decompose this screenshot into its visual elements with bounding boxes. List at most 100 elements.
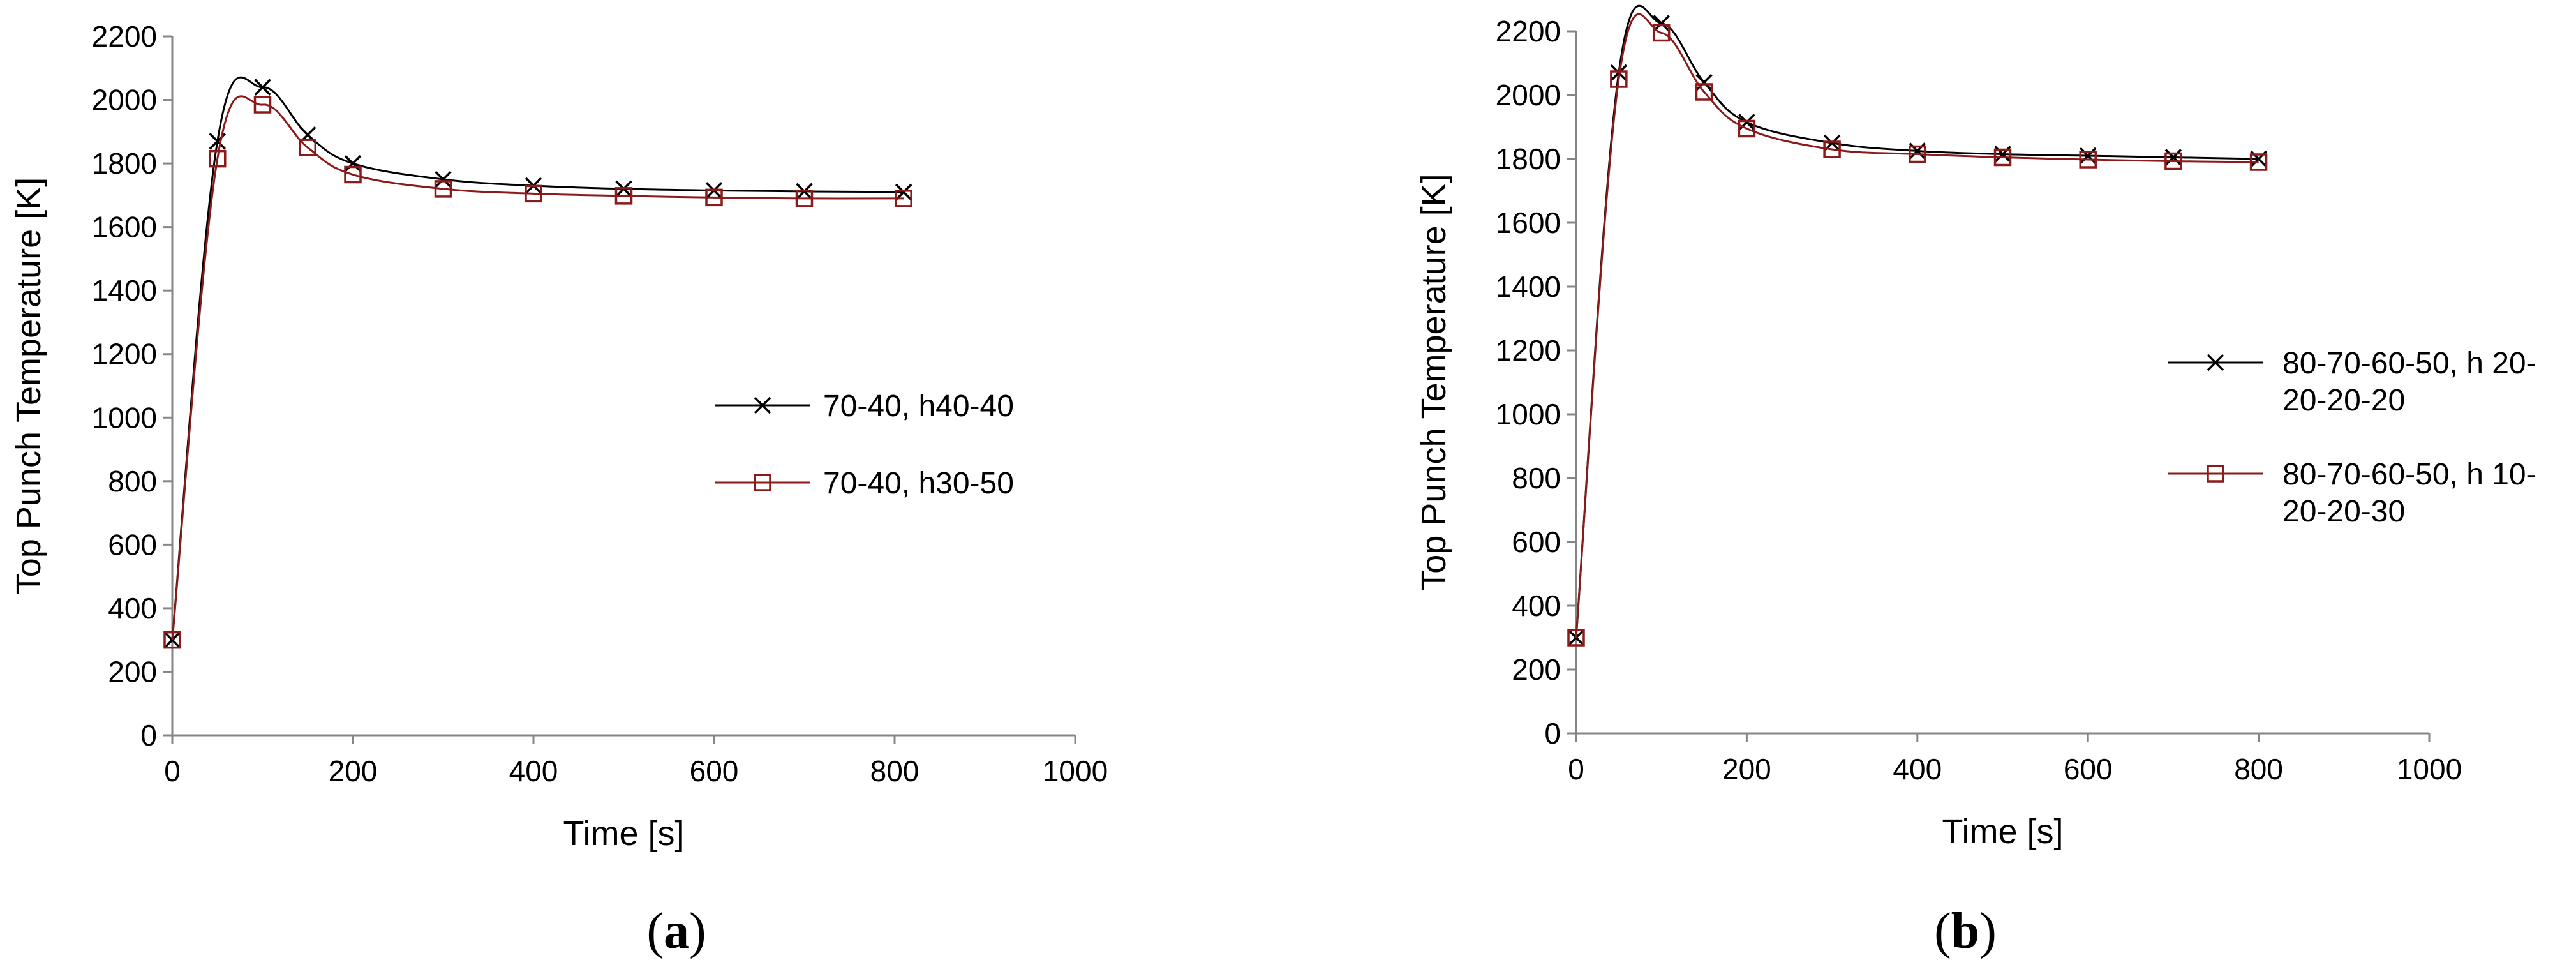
x-tick-label: 200 (329, 754, 378, 788)
data-point (705, 188, 723, 207)
x-tick-label: 0 (164, 754, 181, 788)
data-point (435, 170, 452, 188)
y-tick-label: 200 (108, 655, 157, 688)
x-tick-label: 400 (509, 754, 558, 788)
y-tick-label: 2000 (1496, 79, 1561, 112)
data-point (1738, 114, 1755, 131)
x-tick-label: 200 (1722, 753, 1771, 786)
data-point (1610, 70, 1628, 88)
legend-label-line: 80-70-60-50, h 10- (2282, 458, 2536, 491)
data-point (1653, 15, 1670, 32)
legend-label: 70-40, h30-50 (823, 467, 1014, 500)
panel-label-b-open: ( (1934, 903, 1951, 959)
data-point (1993, 148, 2012, 167)
y-tick-label: 400 (108, 592, 157, 625)
chart-a: 0200400600800100012001400160018002000220… (10, 20, 1108, 853)
data-point (2079, 151, 2097, 169)
y-tick-label: 1000 (1496, 398, 1561, 431)
data-point (614, 187, 633, 205)
data-point (299, 139, 316, 156)
legend-label: 80-70-60-50, h 20- 20-20-20 (2282, 347, 2536, 417)
legend-label-line: 80-70-60-50, h 20- (2282, 347, 2536, 380)
panel-label-a-open: ( (646, 903, 664, 959)
panel-label-a-close: ) (689, 903, 706, 959)
data-point (2164, 152, 2182, 170)
y-tick-label: 400 (1512, 589, 1561, 622)
legend-label-line: 20-20-20 (2282, 384, 2405, 417)
series-2 (163, 95, 912, 649)
y-tick-label: 1200 (1496, 334, 1561, 367)
legend-label-line: 20-20-30 (2282, 495, 2405, 528)
y-tick-label: 800 (108, 465, 157, 498)
data-point (1738, 119, 1756, 138)
legend-entry: 70-40, h40-40 (715, 389, 1014, 423)
panel-label-b: (b) (1934, 903, 1997, 959)
x-tick-label: 800 (870, 754, 919, 788)
series-1 (163, 76, 912, 648)
legend-entry: 70-40, h30-50 (715, 467, 1014, 500)
y-tick-label: 800 (1512, 461, 1561, 495)
legend-label: 80-70-60-50, h 10- 20-20-30 (2282, 458, 2536, 528)
data-point (1909, 145, 1926, 163)
legend-label: 70-40, h40-40 (823, 389, 1014, 423)
x-tick-label: 1000 (1043, 754, 1108, 788)
x-axis-title: Time [s] (1942, 813, 2063, 851)
data-point (253, 96, 272, 114)
y-tick-label: 1200 (92, 338, 157, 371)
series-line (171, 95, 904, 640)
legend-entry: 80-70-60-50, h 20- 20-20-20 (2168, 347, 2536, 417)
panel-label-a: (a) (646, 903, 706, 959)
chart-b: 0200400600800100012001400160018002000220… (1415, 4, 2536, 851)
legend-marker (2207, 354, 2224, 371)
y-tick-label: 2000 (92, 84, 157, 117)
y-tick-label: 0 (140, 719, 157, 752)
data-point (1695, 73, 1713, 91)
series-line (1575, 4, 2259, 638)
legend-marker (754, 474, 771, 491)
data-point (1695, 83, 1713, 101)
data-point (1567, 629, 1585, 647)
legend-marker (2207, 465, 2224, 483)
y-axis-title: Top Punch Temperature [K] (1415, 174, 1453, 590)
y-tick-label: 1800 (92, 147, 157, 180)
data-point (344, 165, 362, 184)
x-tick-label: 0 (1568, 753, 1584, 786)
data-point (2164, 149, 2182, 166)
y-tick-label: 0 (1544, 717, 1561, 750)
legend-label-line: 70-40, h40-40 (823, 389, 1014, 423)
y-tick-label: 1000 (92, 401, 157, 434)
legend-marker (754, 396, 771, 414)
series-line (171, 76, 904, 640)
y-tick-label: 2200 (1496, 15, 1561, 48)
data-point (2079, 147, 2097, 165)
y-tick-label: 1800 (1496, 142, 1561, 176)
x-tick-label: 1000 (2397, 753, 2462, 786)
data-point (344, 154, 362, 172)
data-point (254, 79, 271, 96)
data-point (1823, 140, 1841, 158)
y-tick-label: 1400 (1496, 270, 1561, 303)
panel-label-a-letter: a (664, 903, 689, 959)
panel-label-b-letter: b (1951, 903, 1980, 959)
data-point (1652, 24, 1671, 42)
legend-entry: 80-70-60-50, h 10- 20-20-30 (2168, 458, 2536, 528)
y-tick-label: 600 (108, 528, 157, 561)
x-tick-label: 400 (1893, 753, 1942, 786)
series-line (1575, 13, 2259, 638)
y-tick-label: 1600 (1496, 206, 1561, 239)
series-2 (1567, 13, 2268, 647)
x-tick-label: 600 (2064, 753, 2113, 786)
data-point (434, 180, 452, 198)
y-tick-label: 600 (1512, 525, 1561, 558)
data-point (895, 190, 912, 207)
y-axis-title: Top Punch Temperature [K] (10, 177, 48, 594)
data-point (2249, 153, 2268, 171)
data-point (163, 631, 181, 649)
x-tick-label: 600 (690, 754, 739, 788)
data-point (795, 190, 814, 207)
y-tick-label: 200 (1512, 653, 1561, 686)
y-tick-label: 2200 (92, 20, 157, 53)
legend-label-line: 70-40, h30-50 (823, 467, 1014, 500)
data-point (895, 183, 912, 201)
